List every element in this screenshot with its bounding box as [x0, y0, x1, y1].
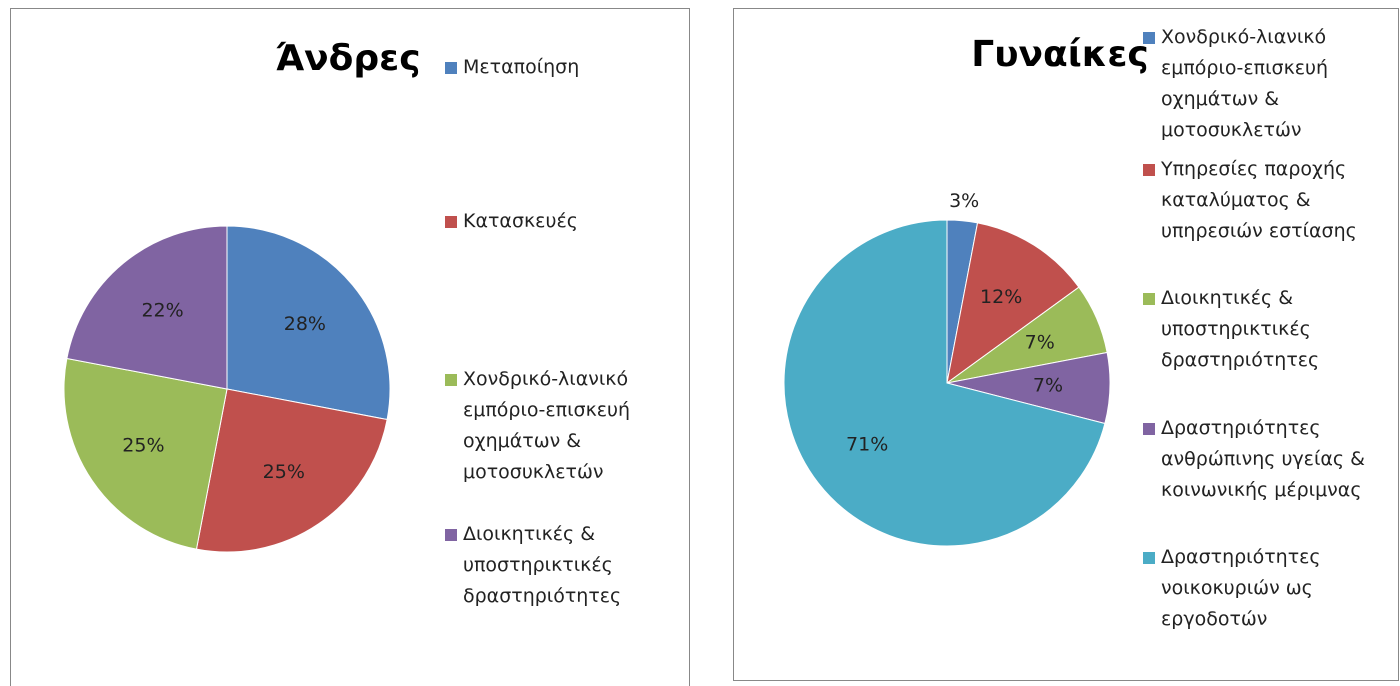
legend-swatch [445, 529, 457, 541]
data-label: 25% [263, 461, 305, 483]
data-label: 12% [980, 286, 1022, 308]
legend-swatch [1143, 552, 1155, 564]
legend-swatch [445, 216, 457, 228]
legend-swatch [1143, 164, 1155, 176]
legend-swatch [445, 374, 457, 386]
legend-label: Διοικητικές & υποστηρικτικές δραστηριότη… [1161, 287, 1320, 371]
pie-slice [783, 219, 1106, 547]
legend-swatch [1143, 32, 1155, 44]
data-label: 71% [846, 433, 888, 455]
pie-slice [195, 388, 388, 553]
data-label: 3% [949, 190, 979, 212]
legend-label: Δραστηριότητες ανθρώπινης υγείας & κοινω… [1161, 417, 1365, 501]
legend-label: Διοικητικές & υποστηρικτικές δραστηριότη… [463, 523, 622, 607]
legend-label: Μεταποίηση [463, 56, 580, 78]
pie-slice [946, 222, 1080, 385]
pie-slice [63, 357, 228, 550]
pie-slice [66, 225, 228, 390]
chart-title: Γυναίκες [971, 34, 1149, 75]
chart-frame [10, 8, 690, 686]
legend-swatch [1143, 293, 1155, 305]
data-label: 25% [122, 434, 164, 456]
data-label: 7% [1033, 375, 1063, 397]
pie-slice [226, 225, 391, 421]
legend-label: Χονδρικό-λιανικό εμπόριο-επισκευή οχημάτ… [1161, 26, 1329, 141]
legend-label: Υπηρεσίες παροχής καταλύματος & υπηρεσιώ… [1161, 158, 1357, 242]
legend-label: Χονδρικό-λιανικό εμπόριο-επισκευή οχημάτ… [463, 368, 631, 483]
data-label: 7% [1025, 331, 1055, 353]
data-label: 22% [141, 300, 183, 322]
data-label: 28% [284, 313, 326, 335]
chart-frame [733, 8, 1399, 681]
legend-swatch [445, 62, 457, 74]
chart-title: Άνδρες [275, 38, 421, 79]
legend-swatch [1143, 423, 1155, 435]
legend-label: Κατασκευές [463, 210, 578, 232]
legend-label: Δραστηριότητες νοικοκυριών ως εργοδοτών [1161, 546, 1321, 630]
